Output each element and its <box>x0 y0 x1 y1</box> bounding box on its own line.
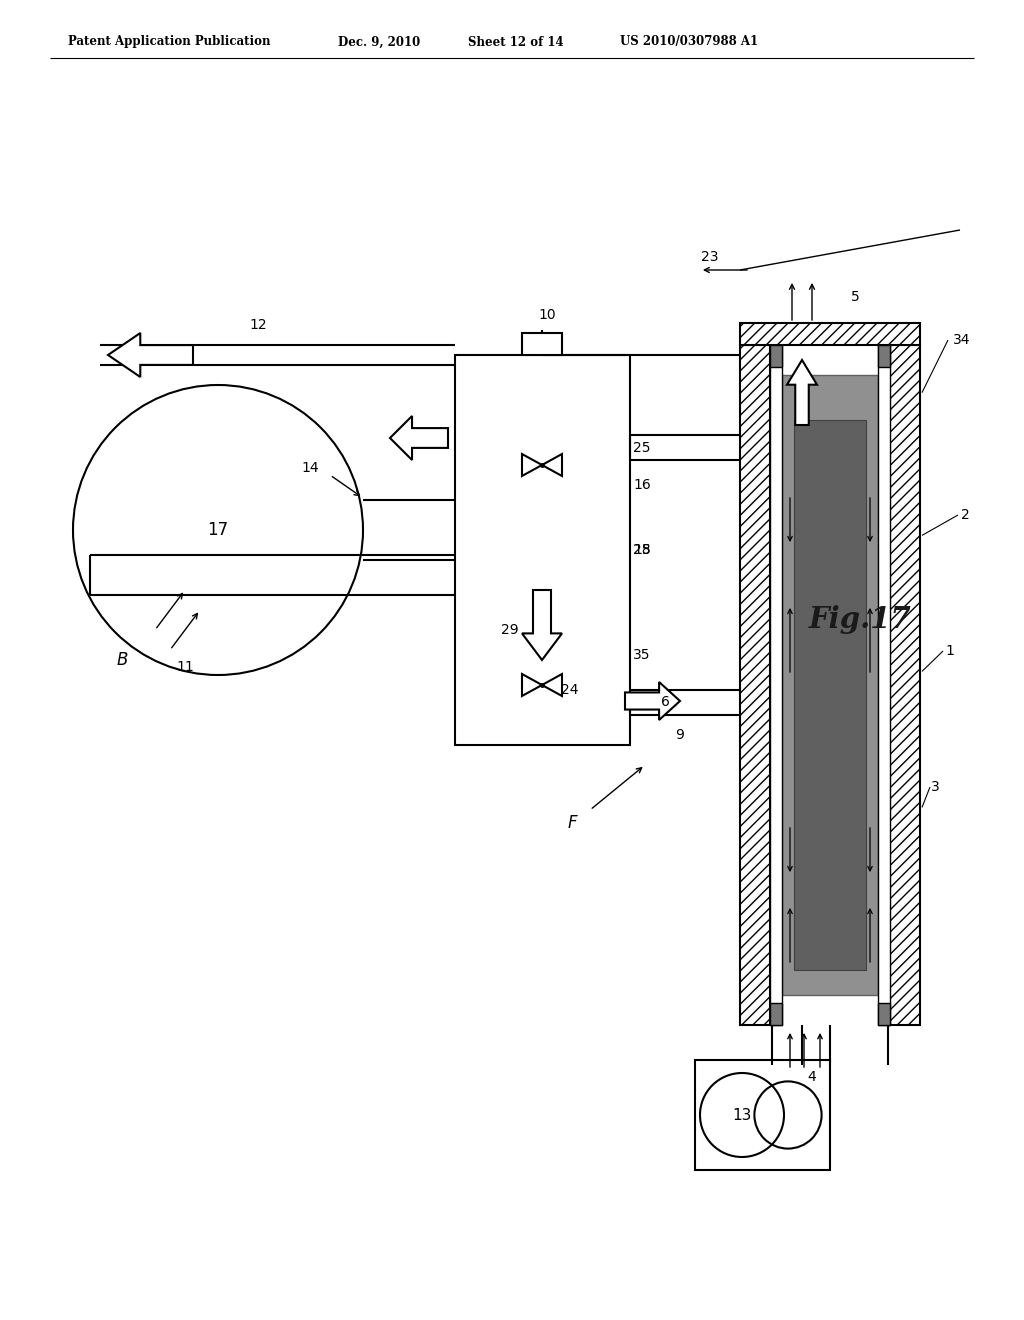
Bar <box>455 355 630 744</box>
Bar <box>695 1060 830 1170</box>
Bar <box>770 1003 782 1026</box>
Text: 28: 28 <box>633 543 651 557</box>
Polygon shape <box>625 682 680 719</box>
Polygon shape <box>390 416 449 459</box>
Polygon shape <box>542 454 562 477</box>
Polygon shape <box>522 590 562 660</box>
Text: 14: 14 <box>301 461 318 475</box>
Bar <box>878 1003 890 1026</box>
Bar <box>794 420 866 970</box>
Text: 16: 16 <box>633 478 651 492</box>
Text: 10: 10 <box>539 308 556 322</box>
Text: 7: 7 <box>798 383 806 397</box>
Bar <box>878 345 890 367</box>
Text: Patent Application Publication: Patent Application Publication <box>68 36 270 49</box>
Text: F: F <box>567 814 577 832</box>
Bar <box>740 323 920 345</box>
Bar <box>770 345 782 1026</box>
Text: Sheet 12 of 14: Sheet 12 of 14 <box>468 36 563 49</box>
Polygon shape <box>108 333 193 378</box>
Text: 13: 13 <box>732 1107 752 1122</box>
Text: 15: 15 <box>633 543 651 557</box>
Text: B: B <box>117 651 128 669</box>
Text: 1: 1 <box>945 644 954 657</box>
Bar <box>890 345 920 1026</box>
Text: 12: 12 <box>249 318 267 333</box>
Bar <box>740 345 770 1026</box>
Text: 4: 4 <box>808 1071 816 1084</box>
Text: 17: 17 <box>208 521 228 539</box>
Polygon shape <box>522 454 542 477</box>
Text: Fig.17: Fig.17 <box>809 606 911 635</box>
Text: 24: 24 <box>561 682 579 697</box>
Text: 11: 11 <box>176 660 194 675</box>
Text: 9: 9 <box>676 729 684 742</box>
Bar <box>522 333 562 355</box>
Text: 29: 29 <box>501 623 519 638</box>
Text: Dec. 9, 2010: Dec. 9, 2010 <box>338 36 420 49</box>
Text: 6: 6 <box>660 696 670 709</box>
Bar <box>878 345 890 1026</box>
Polygon shape <box>542 675 562 696</box>
Polygon shape <box>787 360 817 425</box>
Text: 35: 35 <box>633 648 650 663</box>
Text: 34: 34 <box>953 333 971 347</box>
Bar <box>782 375 878 995</box>
Text: 25: 25 <box>633 441 650 455</box>
Text: US 2010/0307988 A1: US 2010/0307988 A1 <box>620 36 758 49</box>
Text: 3: 3 <box>931 780 939 795</box>
Bar <box>770 345 782 367</box>
Text: 5: 5 <box>851 290 859 304</box>
Text: 23: 23 <box>701 249 719 264</box>
Polygon shape <box>522 675 542 696</box>
Text: 2: 2 <box>961 508 970 521</box>
